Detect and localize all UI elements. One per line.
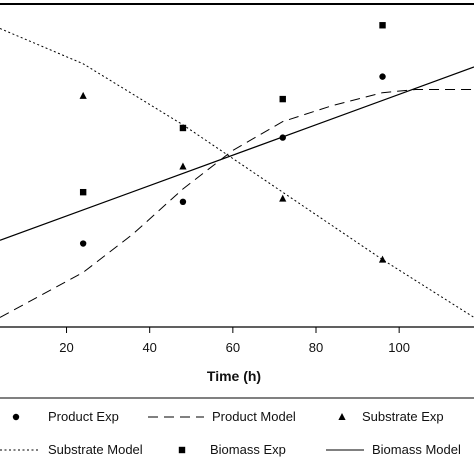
legend-item-substrate-model: Substrate Model <box>0 442 143 457</box>
product-model-series <box>0 89 474 318</box>
legend-label: Product Model <box>212 409 296 424</box>
plot-frame <box>0 3 474 399</box>
legend-label: Substrate Exp <box>362 409 444 424</box>
substrate-exp-point <box>179 162 187 170</box>
x-tick-label: 80 <box>309 340 323 355</box>
biomass-exp-point <box>379 22 386 29</box>
legend-item-biomass-exp: Biomass Exp <box>178 442 286 457</box>
substrate-model-series <box>0 28 474 318</box>
x-tick-label: 100 <box>388 340 410 355</box>
x-axis-title: Time (h) <box>207 368 261 384</box>
biomass-exp-series <box>79 22 386 196</box>
x-tick-label: 60 <box>226 340 240 355</box>
legend-label: Biomass Model <box>372 442 461 457</box>
legend: Product Exp Product Model Substrate Exp Sub… <box>0 409 461 457</box>
legend-label: Biomass Exp <box>210 442 286 457</box>
x-tick-label: 20 <box>59 340 73 355</box>
series-layer <box>0 22 474 318</box>
legend-swatch <box>338 413 346 420</box>
legend-swatch <box>12 413 20 421</box>
legend-swatch <box>178 446 186 454</box>
biomass-model-line <box>0 66 474 241</box>
substrate-model-line <box>0 28 474 318</box>
substrate-exp-point <box>279 194 287 202</box>
product-exp-point <box>379 73 386 80</box>
x-ticks: 20 40 60 80 100 <box>59 327 410 355</box>
biomass-model-series <box>0 66 474 241</box>
legend-label: Product Exp <box>48 409 119 424</box>
product-exp-point <box>179 198 187 206</box>
biomass-exp-point <box>79 188 87 196</box>
substrate-exp-series <box>79 91 387 263</box>
legend-item-substrate-exp: Substrate Exp <box>338 409 444 424</box>
x-tick-label: 40 <box>142 340 156 355</box>
legend-label: Substrate Model <box>48 442 143 457</box>
product-exp-point <box>79 240 87 247</box>
biomass-exp-point <box>279 95 286 103</box>
product-model-line <box>0 89 474 318</box>
product-exp-series <box>79 73 386 247</box>
substrate-exp-point <box>79 91 87 99</box>
legend-item-product-model: Product Model <box>148 409 296 424</box>
legend-item-biomass-model: Biomass Model <box>326 442 461 457</box>
legend-item-product-exp: Product Exp <box>12 409 119 424</box>
biomass-exp-point <box>179 124 187 132</box>
